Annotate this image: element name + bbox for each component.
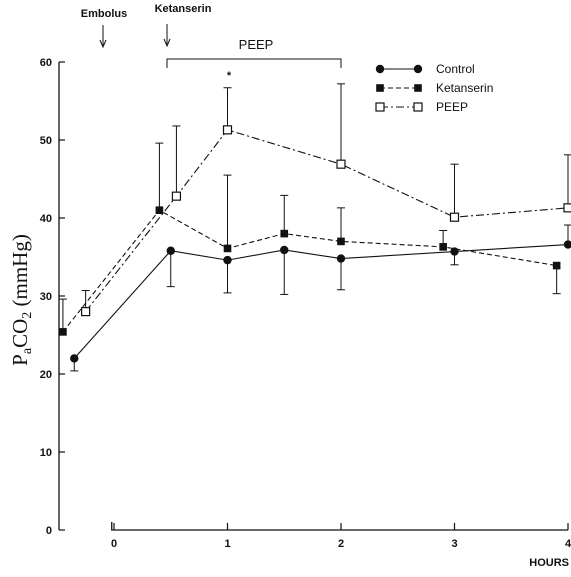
data-point [81,307,91,317]
x-tick-label: 3 [451,538,457,550]
x-tick-label: 4 [565,538,571,550]
data-point [59,328,67,336]
series-ketanserin [58,142,561,336]
series-layer [58,83,571,372]
legend-entry-control: Control [375,62,475,76]
data-point [336,159,346,169]
data-point [336,254,346,263]
legend-marker [375,102,385,112]
annotation-layer: Embolus Ketanserin PEEP * [81,3,342,82]
y-tick-label: 0 [46,525,52,537]
x-axis-label: HOURS [529,557,569,569]
legend-layer: Control Ketanserin PEEP [375,62,493,114]
data-point [563,203,571,213]
annotation-peep: PEEP [239,37,274,52]
y-tick-label: 60 [40,57,52,69]
annotation-embolus: Embolus [81,8,127,20]
data-point [449,212,460,222]
legend-label: Control [436,62,475,76]
peep-bracket [166,58,342,68]
y-tick-label: 20 [40,369,52,381]
axes-layer: 0 10 20 30 40 50 60 PaCO2 (mmHg) 0 1 2 3 4 HOURS [8,57,571,569]
legend-entry-peep: PEEP [375,100,468,114]
legend-marker [413,64,423,74]
y-tick-label: 40 [40,213,52,225]
data-point [166,246,175,255]
legend-label: Ketanserin [436,81,493,95]
x-tick-label: 2 [338,538,344,550]
legend-entry-ketanserin: Ketanserin [376,81,493,95]
y-tick-label: 30 [40,291,52,303]
ketanserin-arrow-head [163,38,171,48]
series-line [62,209,557,333]
annotation-significance: * [227,70,232,82]
legend-marker [414,84,422,92]
x-axis-line [111,522,568,531]
legend-marker [413,102,423,112]
data-point [223,255,232,265]
data-point [223,244,232,253]
legend-marker [376,84,384,92]
y-axis-label: PaCO2 (mmHg) [8,234,35,366]
series-control [70,224,571,372]
data-point [280,245,289,255]
annotation-ketanserin: Ketanserin [155,3,212,15]
y-tick-label: 10 [40,447,52,459]
y-tick-label: 50 [40,135,52,147]
data-point [70,354,79,363]
embolus-arrow-head [99,39,107,49]
data-point [280,229,289,238]
x-tick-label: 1 [224,538,230,550]
data-point [337,237,345,246]
series-peep [81,83,571,317]
data-point [155,206,164,214]
data-point [222,125,233,135]
x-tick-label: 0 [111,538,117,550]
legend-label: PEEP [436,100,468,114]
legend-marker [375,64,385,74]
data-point [171,191,182,201]
series-line [85,129,569,312]
series-line [73,243,569,359]
data-point [439,243,447,251]
data-point [552,261,561,270]
data-point [563,240,571,249]
